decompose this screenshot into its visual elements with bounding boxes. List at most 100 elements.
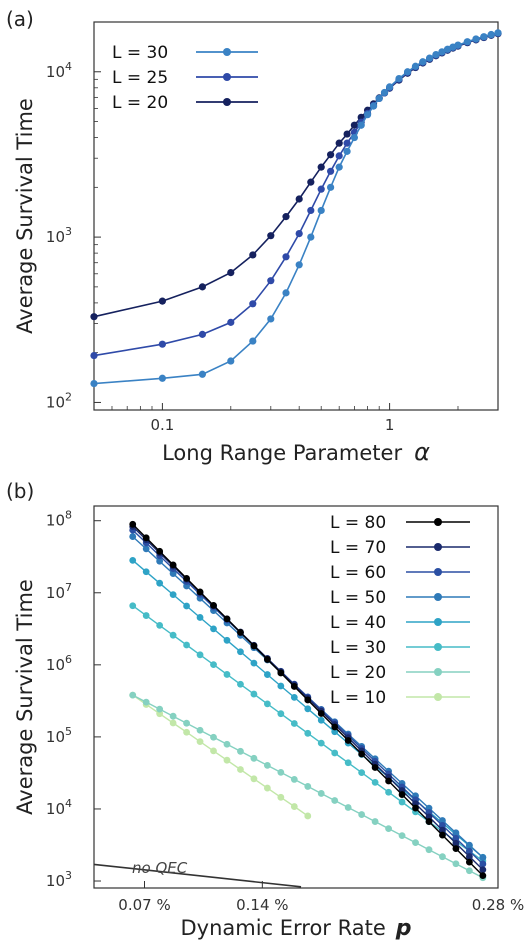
data-point	[363, 111, 372, 119]
legend-marker	[434, 593, 442, 601]
data-point	[156, 705, 164, 713]
legend-label: L = 30	[112, 43, 168, 63]
data-point	[183, 574, 190, 582]
data-point	[249, 251, 257, 259]
data-point	[357, 121, 365, 129]
data-point	[282, 253, 290, 261]
legend-label: L = 20	[112, 93, 168, 113]
data-point	[304, 696, 312, 704]
legend-label: L = 30	[330, 638, 386, 658]
legend-label: L = 40	[330, 613, 386, 633]
data-point	[403, 68, 412, 76]
data-point	[237, 747, 244, 755]
legend-label: L = 60	[330, 563, 386, 583]
data-point	[263, 700, 271, 708]
panel-b-xtick-label: 0.07 %	[118, 896, 170, 914]
data-point	[385, 788, 392, 796]
panel-b-xlabel: Dynamic Error Rate p	[180, 916, 411, 941]
data-point	[90, 351, 98, 360]
data-point	[317, 206, 325, 215]
panel-b-ytick-label: 108	[46, 509, 72, 530]
data-point	[335, 139, 343, 147]
panel-b-ytick-label: 104	[46, 797, 72, 818]
data-point	[196, 588, 204, 596]
data-point	[223, 671, 231, 678]
data-point	[317, 710, 325, 717]
data-point	[198, 283, 207, 291]
data-point	[472, 35, 480, 43]
data-point	[452, 860, 460, 868]
data-point	[327, 151, 335, 159]
panel-a-ytick-label: 102	[46, 390, 72, 411]
data-point	[487, 30, 495, 39]
data-point	[142, 534, 150, 542]
data-point	[439, 822, 446, 829]
data-point	[335, 163, 343, 171]
panel-b-plot-area	[93, 505, 499, 889]
data-point	[358, 750, 366, 758]
data-point	[196, 614, 204, 621]
data-point	[250, 659, 258, 667]
data-point	[156, 579, 164, 587]
panel-b-ytick-label: 105	[46, 725, 72, 746]
data-point	[343, 130, 351, 138]
data-point	[317, 716, 325, 724]
data-point	[295, 261, 303, 269]
data-point	[267, 315, 275, 323]
data-point	[331, 797, 339, 804]
data-point	[331, 728, 339, 736]
data-point	[158, 340, 166, 348]
legend-label: L = 25	[112, 68, 168, 88]
data-point	[277, 682, 285, 690]
data-point	[237, 629, 244, 636]
data-point	[439, 826, 446, 834]
panel-a-label: (a)	[6, 7, 34, 31]
data-point	[210, 747, 217, 755]
data-point	[398, 832, 406, 840]
data-point	[343, 147, 351, 155]
data-point	[375, 94, 383, 103]
data-point	[196, 726, 204, 734]
panel-b-label: (b)	[6, 479, 34, 503]
panel-b-xtick-label: 0.28 %	[472, 896, 524, 914]
legend-marker	[434, 668, 442, 676]
data-point	[327, 167, 335, 175]
data-point	[183, 641, 190, 649]
data-point	[158, 297, 166, 305]
data-point	[385, 777, 392, 785]
data-point	[223, 636, 231, 644]
data-point	[282, 289, 290, 297]
data-point	[210, 625, 217, 633]
data-point	[358, 811, 366, 818]
data-point	[223, 756, 231, 764]
data-point	[249, 337, 257, 345]
data-point	[198, 330, 207, 338]
data-point	[398, 798, 406, 806]
data-point	[142, 568, 150, 576]
legend-marker	[223, 98, 231, 106]
data-point	[350, 121, 359, 129]
legend-marker	[434, 518, 442, 526]
data-point	[371, 818, 379, 825]
data-point	[183, 602, 190, 610]
data-point	[369, 102, 378, 110]
data-point	[439, 853, 446, 861]
panel-a-ytick-label: 103	[46, 225, 72, 246]
legend-marker	[434, 568, 442, 576]
data-point	[290, 683, 298, 690]
data-point	[358, 769, 366, 776]
data-point	[196, 738, 204, 746]
data-point	[465, 841, 473, 849]
legend-label: L = 20	[330, 663, 386, 683]
data-point	[479, 854, 487, 861]
data-point	[327, 183, 335, 191]
legend-marker	[223, 48, 231, 56]
data-point	[129, 520, 137, 528]
data-point	[425, 846, 433, 854]
data-point	[267, 232, 275, 240]
data-point	[169, 591, 177, 599]
data-point	[412, 839, 419, 847]
data-point	[304, 783, 312, 790]
panel-a-series	[90, 29, 502, 388]
data-point	[412, 804, 419, 812]
